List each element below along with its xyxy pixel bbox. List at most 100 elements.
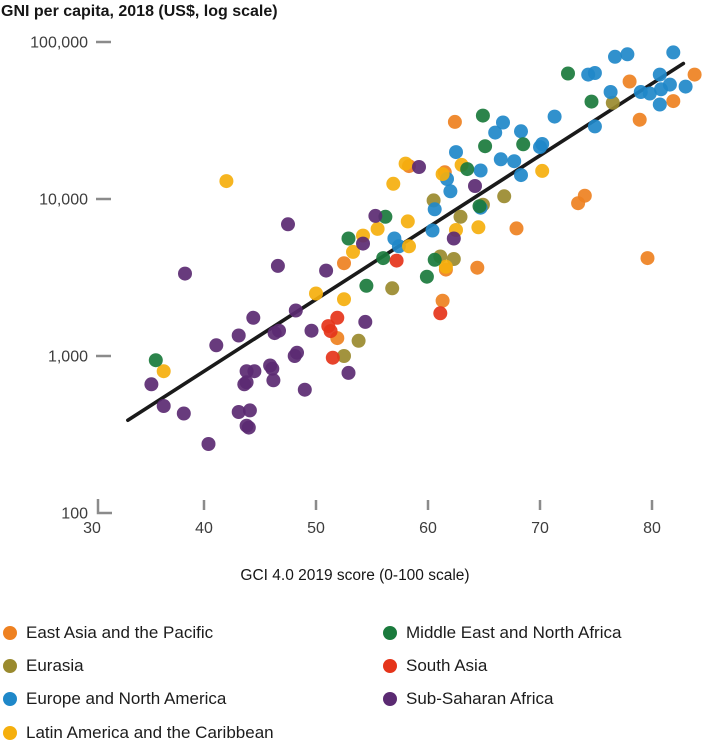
data-point-middle_east_north_africa: [475, 108, 490, 123]
data-point-middle_east_north_africa: [460, 162, 475, 177]
data-point-sub_saharan_africa: [144, 377, 159, 392]
data-point-sub_saharan_africa: [290, 345, 304, 360]
data-point-europe_north_america: [514, 168, 528, 183]
legend-label: Middle East and North Africa: [406, 622, 622, 642]
data-point-eurasia: [453, 209, 468, 224]
legend-label: Europe and North America: [26, 689, 227, 709]
data-point-eurasia: [605, 95, 620, 110]
data-point-europe_north_america: [425, 223, 440, 238]
data-point-eurasia: [337, 349, 351, 363]
data-point-middle_east_north_africa: [359, 278, 374, 293]
data-point-latin_america_caribbean: [400, 214, 415, 229]
legend: East Asia and the Pacific Eurasia Europe a…: [0, 616, 707, 750]
data-point-sub_saharan_africa: [239, 418, 254, 433]
data-point-south_asia: [433, 306, 448, 321]
data-point-europe_north_america: [678, 79, 693, 94]
data-point-latin_america_caribbean: [435, 167, 450, 182]
data-point-east_asia_pacific: [447, 114, 462, 129]
data-point-sub_saharan_africa: [231, 328, 246, 343]
data-point-east_asia_pacific: [632, 112, 647, 127]
legend-item-east_asia_pacific: East Asia and the Pacific: [0, 616, 380, 649]
data-point-europe_north_america: [547, 109, 562, 124]
legend-swatch-east_asia_pacific: [3, 625, 17, 640]
data-point-sub_saharan_africa: [237, 377, 252, 392]
y-tick-label: 100: [61, 506, 88, 523]
data-point-east_asia_pacific: [666, 94, 681, 109]
data-point-latin_america_caribbean: [471, 220, 486, 235]
data-point-south_asia: [323, 324, 338, 339]
data-point-middle_east_north_africa: [472, 199, 487, 214]
data-point-europe_north_america: [514, 124, 528, 139]
data-point-sub_saharan_africa: [209, 338, 224, 353]
legend-label: East Asia and the Pacific: [26, 622, 214, 642]
data-point-eurasia: [385, 281, 400, 296]
legend-label: South Asia: [406, 656, 488, 676]
x-tick-label: 80: [643, 520, 661, 537]
data-point-latin_america_caribbean: [337, 292, 351, 307]
data-point-latin_america_caribbean: [219, 174, 234, 189]
data-point-europe_north_america: [533, 140, 547, 155]
legend-swatch-middle_east_north_africa: [383, 625, 397, 640]
data-point-europe_north_america: [652, 67, 667, 82]
data-point-europe_north_america: [587, 66, 602, 80]
legend-swatch-sub_saharan_africa: [383, 692, 397, 707]
data-point-south_asia: [325, 350, 340, 365]
legend-item-latin_america_caribbean: Latin America and the Caribbean: [0, 716, 380, 749]
data-point-middle_east_north_africa: [584, 94, 599, 109]
data-point-sub_saharan_africa: [231, 405, 246, 419]
data-point-middle_east_north_africa: [148, 353, 163, 368]
y-tick-label: 100,000: [30, 35, 88, 52]
data-point-latin_america_caribbean: [438, 259, 453, 274]
data-point-sub_saharan_africa: [341, 365, 356, 380]
data-point-sub_saharan_africa: [368, 208, 383, 223]
data-point-sub_saharan_africa: [297, 382, 312, 397]
data-point-middle_east_north_africa: [516, 137, 531, 152]
data-point-sub_saharan_africa: [446, 231, 461, 246]
data-point-middle_east_north_africa: [561, 66, 575, 81]
data-point-sub_saharan_africa: [267, 326, 282, 341]
data-point-europe_north_america: [443, 184, 458, 199]
legend-item-europe_north_america: Europe and North America: [0, 683, 380, 716]
data-point-sub_saharan_africa: [412, 160, 426, 174]
data-point-south_asia: [389, 253, 404, 268]
x-tick-label: 70: [531, 520, 549, 537]
data-point-sub_saharan_africa: [156, 399, 171, 413]
data-point-europe_north_america: [652, 97, 667, 112]
data-point-sub_saharan_africa: [176, 406, 191, 421]
legend-label: Latin America and the Caribbean: [26, 722, 274, 742]
legend-item-eurasia: Eurasia: [0, 649, 380, 682]
data-point-east_asia_pacific: [571, 196, 586, 211]
y-tick-label: 1,000: [48, 349, 88, 366]
data-point-europe_north_america: [587, 119, 602, 134]
legend-swatch-latin_america_caribbean: [3, 725, 17, 740]
data-point-europe_north_america: [449, 145, 463, 160]
data-point-sub_saharan_africa: [178, 266, 192, 281]
data-point-east_asia_pacific: [687, 67, 702, 82]
axis-origin-corner: [96, 499, 112, 515]
data-point-sub_saharan_africa: [239, 364, 254, 379]
x-axis-title: GCI 4.0 2019 score (0-100 scale): [240, 567, 470, 584]
data-point-east_asia_pacific: [435, 293, 450, 308]
data-point-europe_north_america: [427, 202, 442, 217]
data-point-europe_north_america: [391, 239, 406, 254]
data-point-sub_saharan_africa: [358, 314, 373, 329]
legend-swatch-eurasia: [3, 659, 17, 674]
data-point-europe_north_america: [666, 45, 681, 60]
legend-swatch-south_asia: [383, 659, 397, 674]
data-point-europe_north_america: [662, 77, 677, 92]
legend-item-middle_east_north_africa: Middle East and North Africa: [380, 616, 707, 649]
x-tick-label: 30: [83, 520, 101, 537]
data-point-europe_north_america: [608, 49, 622, 64]
legend-column-left: East Asia and the Pacific Eurasia Europe a…: [0, 616, 380, 750]
legend-label: Sub-Saharan Africa: [406, 689, 554, 709]
data-point-eurasia: [351, 333, 366, 348]
legend-item-sub_saharan_africa: Sub-Saharan Africa: [380, 683, 707, 716]
data-point-east_asia_pacific: [509, 221, 524, 236]
data-point-sub_saharan_africa: [281, 217, 295, 232]
data-point-sub_saharan_africa: [304, 323, 319, 338]
data-point-sub_saharan_africa: [468, 179, 482, 193]
data-point-europe_north_america: [473, 163, 488, 178]
data-point-middle_east_north_africa: [427, 252, 442, 267]
